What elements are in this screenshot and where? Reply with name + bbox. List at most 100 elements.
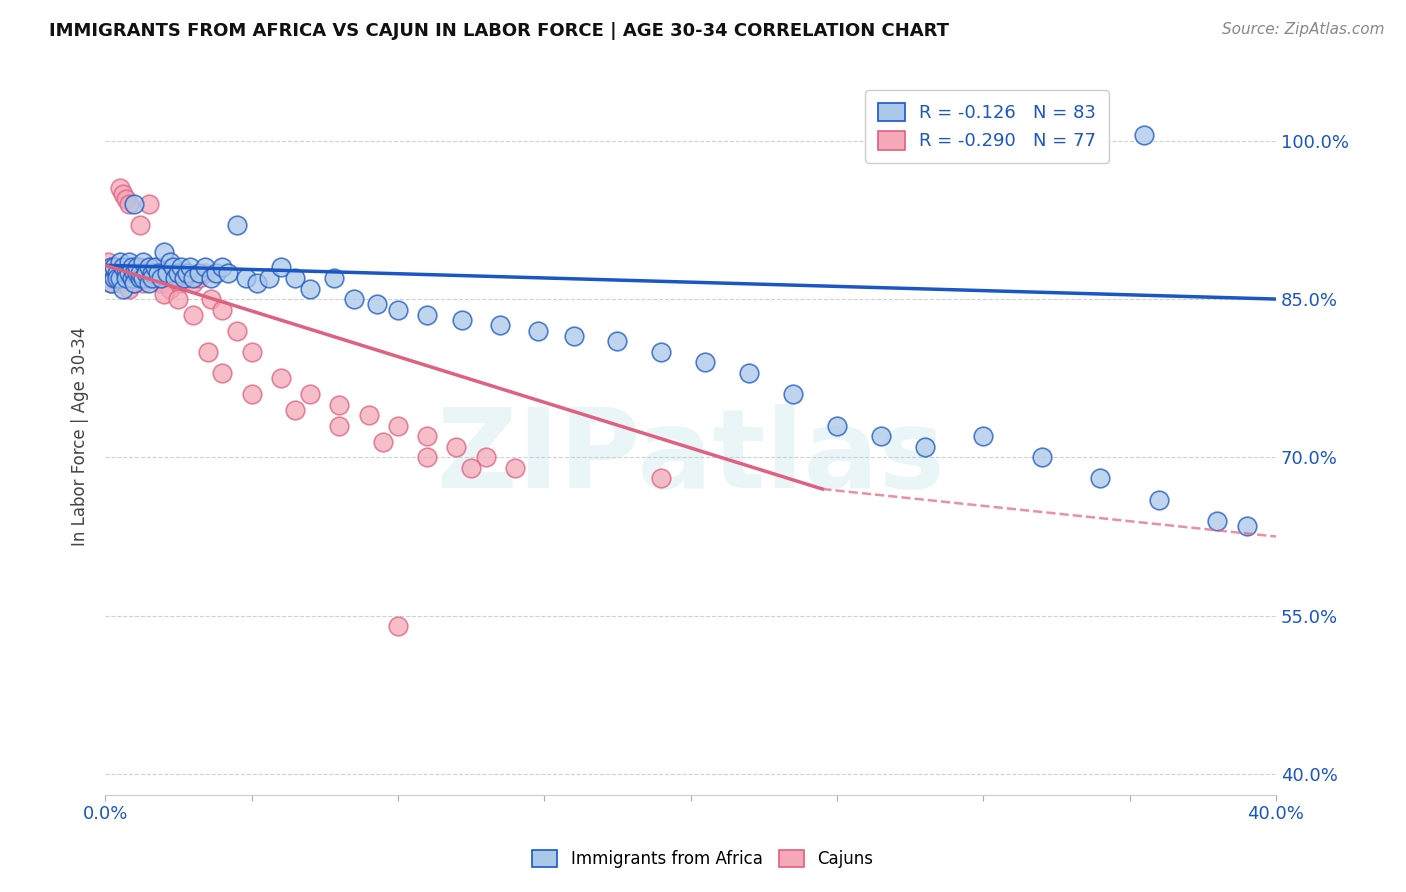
Point <box>173 271 195 285</box>
Point <box>503 461 526 475</box>
Point <box>121 260 143 275</box>
Y-axis label: In Labor Force | Age 30-34: In Labor Force | Age 30-34 <box>72 326 89 546</box>
Point <box>167 266 190 280</box>
Point <box>181 277 204 291</box>
Point <box>159 281 181 295</box>
Point <box>972 429 994 443</box>
Point <box>387 418 409 433</box>
Point <box>138 197 160 211</box>
Point <box>194 266 217 280</box>
Point <box>97 266 120 280</box>
Point <box>143 271 166 285</box>
Point <box>299 281 322 295</box>
Point <box>1236 519 1258 533</box>
Point <box>97 271 120 285</box>
Point <box>135 271 157 285</box>
Point <box>114 271 136 285</box>
Point <box>416 429 439 443</box>
Text: ZIPatlas: ZIPatlas <box>437 404 945 511</box>
Point <box>152 286 174 301</box>
Point <box>162 260 184 275</box>
Point <box>114 266 136 280</box>
Point <box>446 440 468 454</box>
Point <box>129 266 152 280</box>
Point <box>167 266 190 280</box>
Point <box>111 260 134 275</box>
Point <box>124 277 146 291</box>
Point <box>108 271 131 285</box>
Point <box>226 324 249 338</box>
Point <box>181 271 204 285</box>
Point <box>117 281 139 295</box>
Point <box>105 271 128 285</box>
Point <box>825 418 848 433</box>
Point <box>152 266 174 280</box>
Point <box>108 255 131 269</box>
Point <box>114 192 136 206</box>
Point <box>1206 514 1229 528</box>
Point <box>695 355 717 369</box>
Point <box>240 344 263 359</box>
Point <box>114 271 136 285</box>
Point <box>129 271 152 285</box>
Point <box>152 244 174 259</box>
Point <box>562 329 585 343</box>
Point <box>217 266 239 280</box>
Point <box>460 461 482 475</box>
Point <box>328 398 350 412</box>
Point <box>103 271 125 285</box>
Point <box>117 255 139 269</box>
Point <box>100 260 122 275</box>
Point <box>111 266 134 280</box>
Legend: R = -0.126   N = 83, R = -0.290   N = 77: R = -0.126 N = 83, R = -0.290 N = 77 <box>865 90 1109 163</box>
Point <box>97 255 120 269</box>
Point <box>135 266 157 280</box>
Point <box>129 218 152 232</box>
Text: Source: ZipAtlas.com: Source: ZipAtlas.com <box>1222 22 1385 37</box>
Point <box>165 271 187 285</box>
Point <box>270 260 292 275</box>
Point <box>650 344 672 359</box>
Point <box>141 266 163 280</box>
Point <box>141 271 163 285</box>
Point <box>200 271 222 285</box>
Point <box>387 302 409 317</box>
Point <box>211 366 233 380</box>
Point <box>527 324 550 338</box>
Point <box>226 218 249 232</box>
Point <box>132 277 155 291</box>
Point <box>1147 492 1170 507</box>
Text: IMMIGRANTS FROM AFRICA VS CAJUN IN LABOR FORCE | AGE 30-34 CORRELATION CHART: IMMIGRANTS FROM AFRICA VS CAJUN IN LABOR… <box>49 22 949 40</box>
Point <box>489 318 512 333</box>
Point <box>343 292 366 306</box>
Point <box>127 260 149 275</box>
Point <box>117 266 139 280</box>
Point <box>111 186 134 201</box>
Point <box>1017 128 1039 143</box>
Point <box>143 260 166 275</box>
Point <box>474 450 496 465</box>
Point <box>124 277 146 291</box>
Point <box>146 271 169 285</box>
Point <box>240 387 263 401</box>
Point <box>914 440 936 454</box>
Point <box>127 266 149 280</box>
Point <box>299 387 322 401</box>
Point <box>650 471 672 485</box>
Point <box>105 266 128 280</box>
Point <box>187 266 209 280</box>
Point <box>132 266 155 280</box>
Point <box>1133 128 1156 143</box>
Point <box>1090 471 1112 485</box>
Point <box>194 260 217 275</box>
Point <box>100 266 122 280</box>
Point <box>138 277 160 291</box>
Point <box>176 266 198 280</box>
Point <box>103 260 125 275</box>
Point <box>167 292 190 306</box>
Point <box>322 271 344 285</box>
Point <box>138 260 160 275</box>
Point <box>179 260 201 275</box>
Point <box>373 434 395 449</box>
Point <box>181 308 204 322</box>
